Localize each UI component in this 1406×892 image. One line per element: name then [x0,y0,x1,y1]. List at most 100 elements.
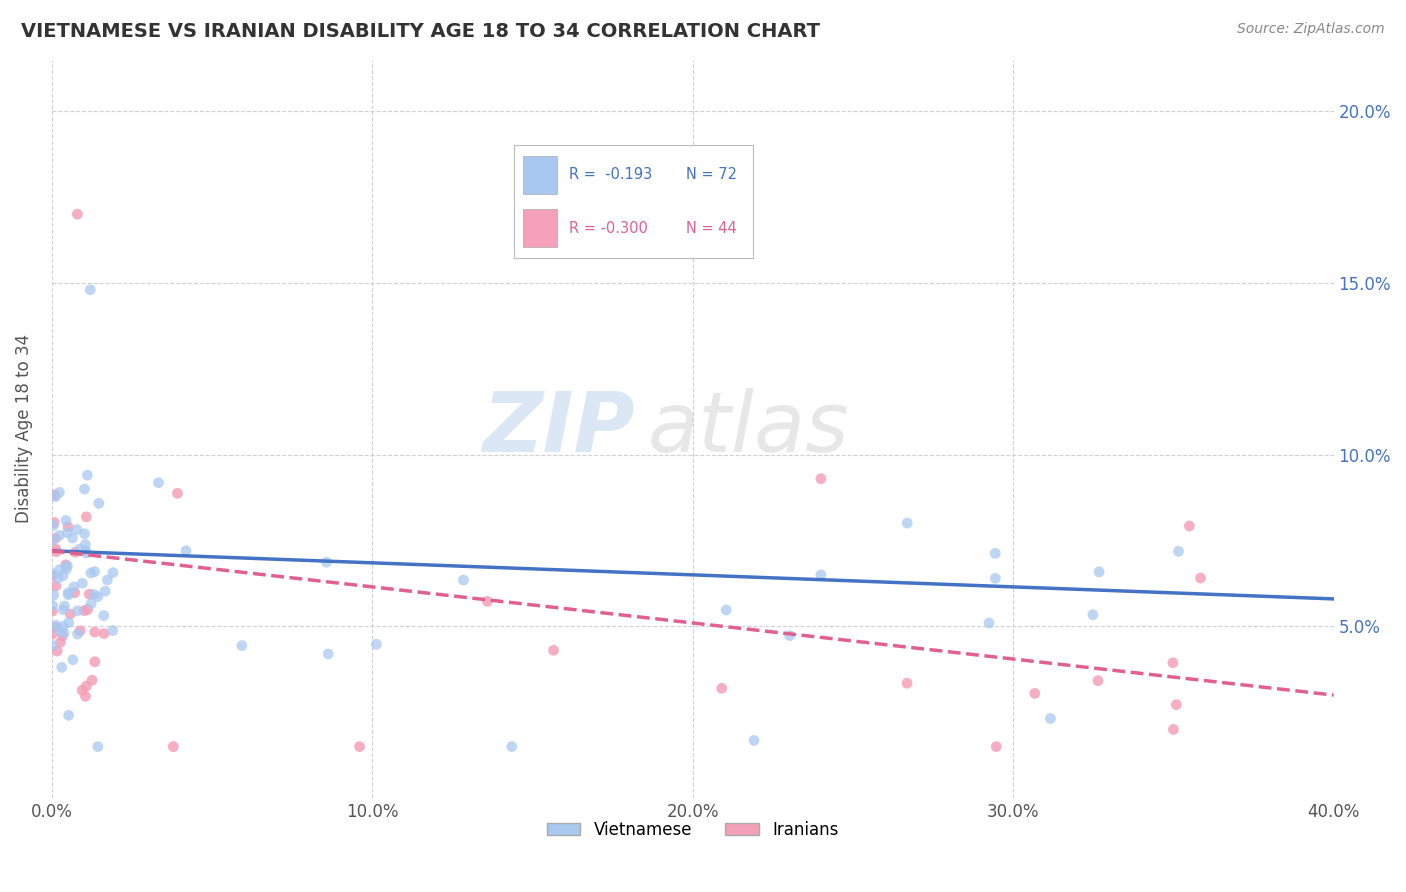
Point [66,523,89,537]
Point [231,639,253,653]
Point [315,555,337,569]
Point [1088,565,1111,579]
FancyBboxPatch shape [523,210,557,247]
Point [716,603,738,617]
Point [41,568,63,582]
Point [58,588,80,602]
Point [1087,673,1109,688]
Point [48,563,70,577]
Point [69,624,91,638]
Point [1189,571,1212,585]
Point [51,629,73,643]
Point [52,603,75,617]
Point [896,676,918,690]
Point [72,576,94,591]
Point [896,516,918,530]
Point [55,562,77,576]
Point [46,571,69,585]
Point [56,558,79,573]
Point [94,584,117,599]
Point [166,486,188,500]
Point [41,604,63,618]
Point [1039,712,1062,726]
Point [75,690,97,704]
Point [49,635,72,649]
Point [1167,544,1189,558]
Text: ZIP: ZIP [482,388,636,469]
Point [710,681,733,696]
Point [45,579,67,593]
Point [76,546,98,560]
Text: atlas: atlas [648,388,849,469]
Point [76,602,98,616]
Point [62,531,84,545]
Point [101,566,124,580]
Text: Source: ZipAtlas.com: Source: ZipAtlas.com [1237,22,1385,37]
Point [41,627,63,641]
Point [986,739,1008,754]
Point [56,525,79,540]
Point [349,739,371,754]
Point [66,604,89,618]
Point [810,567,832,582]
Point [79,283,101,297]
Point [56,520,79,534]
Text: N = 44: N = 44 [686,220,737,235]
Point [45,542,67,557]
Point [366,637,388,651]
Point [1024,686,1046,700]
Text: VIETNAMESE VS IRANIAN DISABILITY AGE 18 TO 34 CORRELATION CHART: VIETNAMESE VS IRANIAN DISABILITY AGE 18 … [21,22,820,41]
Point [80,673,103,688]
Point [62,653,84,667]
Point [83,588,105,602]
Point [148,475,170,490]
Point [53,599,76,613]
Point [52,568,75,582]
Point [42,588,65,602]
Point [58,708,80,723]
Point [63,585,86,599]
Point [96,573,118,587]
Point [87,496,110,510]
Point [45,531,67,545]
Text: R = -0.300: R = -0.300 [568,220,648,235]
Point [55,558,77,572]
Point [1163,723,1185,737]
Point [984,546,1007,560]
Point [101,624,124,638]
Point [45,620,67,634]
Point [45,618,67,632]
Point [41,599,63,613]
Point [53,626,76,640]
Point [75,679,97,693]
Point [48,485,70,500]
Point [44,516,66,530]
Text: N = 72: N = 72 [686,168,737,182]
Point [75,543,97,558]
Point [83,625,105,640]
Point [984,571,1007,585]
Point [1161,656,1184,670]
Point [41,533,63,548]
Point [79,587,101,601]
Point [87,739,110,754]
Point [63,580,86,594]
Point [93,626,115,640]
Point [779,628,801,642]
Point [66,627,89,641]
Point [174,543,197,558]
Legend: Vietnamese, Iranians: Vietnamese, Iranians [540,814,845,846]
Point [543,643,565,657]
Point [477,594,499,608]
Point [83,655,105,669]
Point [1166,698,1188,712]
Point [45,490,67,504]
Point [75,509,97,524]
Point [742,733,765,747]
Point [70,683,93,698]
Point [58,586,80,600]
Point [66,207,89,221]
Point [810,472,832,486]
Text: R =  -0.193: R = -0.193 [568,168,652,182]
Point [87,590,110,604]
